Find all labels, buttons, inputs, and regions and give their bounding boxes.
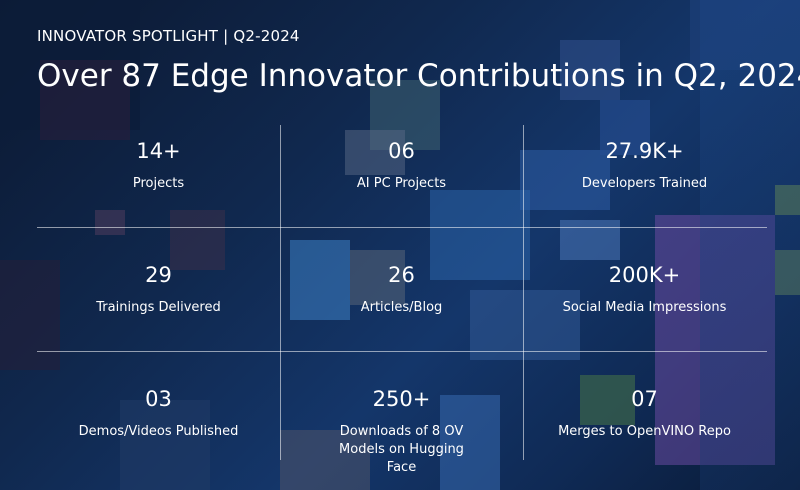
stat-value: 250+ — [372, 387, 431, 411]
bg-tile — [655, 215, 775, 465]
grid-divider — [523, 125, 524, 460]
stat-label: Projects — [132, 176, 185, 191]
stat-trainings-delivered: 29 Trainings Delivered — [37, 249, 280, 360]
bg-tile — [560, 220, 620, 260]
stat-label: Social Media Impressions — [562, 300, 727, 315]
stat-value: 200K+ — [608, 263, 681, 287]
stat-label: Trainings Delivered — [96, 300, 221, 315]
stat-value: 07 — [631, 387, 658, 411]
stat-value: 29 — [145, 263, 172, 287]
stat-social-media-impressions: 200K+ Social Media Impressions — [523, 249, 766, 360]
stat-label: Downloads of 8 OV Models on Hugging Face — [339, 424, 464, 475]
bg-tile — [775, 185, 800, 215]
stat-demos-videos: 03 Demos/Videos Published — [37, 373, 280, 484]
eyebrow-label: INNOVATOR SPOTLIGHT | Q2-2024 — [37, 27, 300, 45]
bg-tile — [40, 60, 130, 140]
stat-label: AI PC Projects — [356, 176, 447, 191]
bg-tile — [440, 395, 500, 490]
bg-tile — [170, 210, 225, 270]
bg-tile — [775, 250, 800, 295]
bg-tile — [690, 0, 800, 70]
stat-label: Articles/Blog — [360, 300, 443, 315]
stat-value: 06 — [388, 139, 415, 163]
stat-label: Merges to OpenVINO Repo — [558, 424, 731, 439]
bg-tile — [95, 210, 125, 235]
grid-divider — [280, 125, 281, 460]
bg-tile — [290, 240, 350, 320]
grid-divider — [37, 351, 767, 352]
bg-tile — [350, 250, 405, 305]
stat-value: 26 — [388, 263, 415, 287]
stat-label: Developers Trained — [581, 176, 708, 191]
bg-tile — [470, 290, 580, 360]
stat-developers-trained: 27.9K+ Developers Trained — [523, 125, 766, 236]
stat-model-downloads: 250+ Downloads of 8 OV Models on Hugging… — [280, 373, 523, 484]
bg-tile — [560, 40, 620, 100]
stat-value: 03 — [145, 387, 172, 411]
stat-projects: 14+ Projects — [37, 125, 280, 236]
bg-tile — [580, 375, 635, 425]
bg-tile — [520, 150, 610, 210]
stats-grid: 14+ Projects 06 AI PC Projects 27.9K+ De… — [37, 125, 767, 475]
bg-tile — [120, 400, 210, 490]
bg-tile — [280, 430, 370, 490]
bg-tile — [345, 130, 405, 175]
page-title: Over 87 Edge Innovator Contributions in … — [37, 58, 800, 94]
bg-tile — [700, 0, 800, 490]
stat-articles-blog: 26 Articles/Blog — [280, 249, 523, 360]
stat-label: Demos/Videos Published — [78, 424, 239, 439]
stat-value: 27.9K+ — [605, 139, 684, 163]
stat-openvino-merges: 07 Merges to OpenVINO Repo — [523, 373, 766, 484]
grid-divider — [37, 227, 767, 228]
stat-ai-pc-projects: 06 AI PC Projects — [280, 125, 523, 236]
bg-tile — [600, 100, 650, 155]
stat-value: 14+ — [136, 139, 181, 163]
bg-tile — [430, 190, 530, 280]
